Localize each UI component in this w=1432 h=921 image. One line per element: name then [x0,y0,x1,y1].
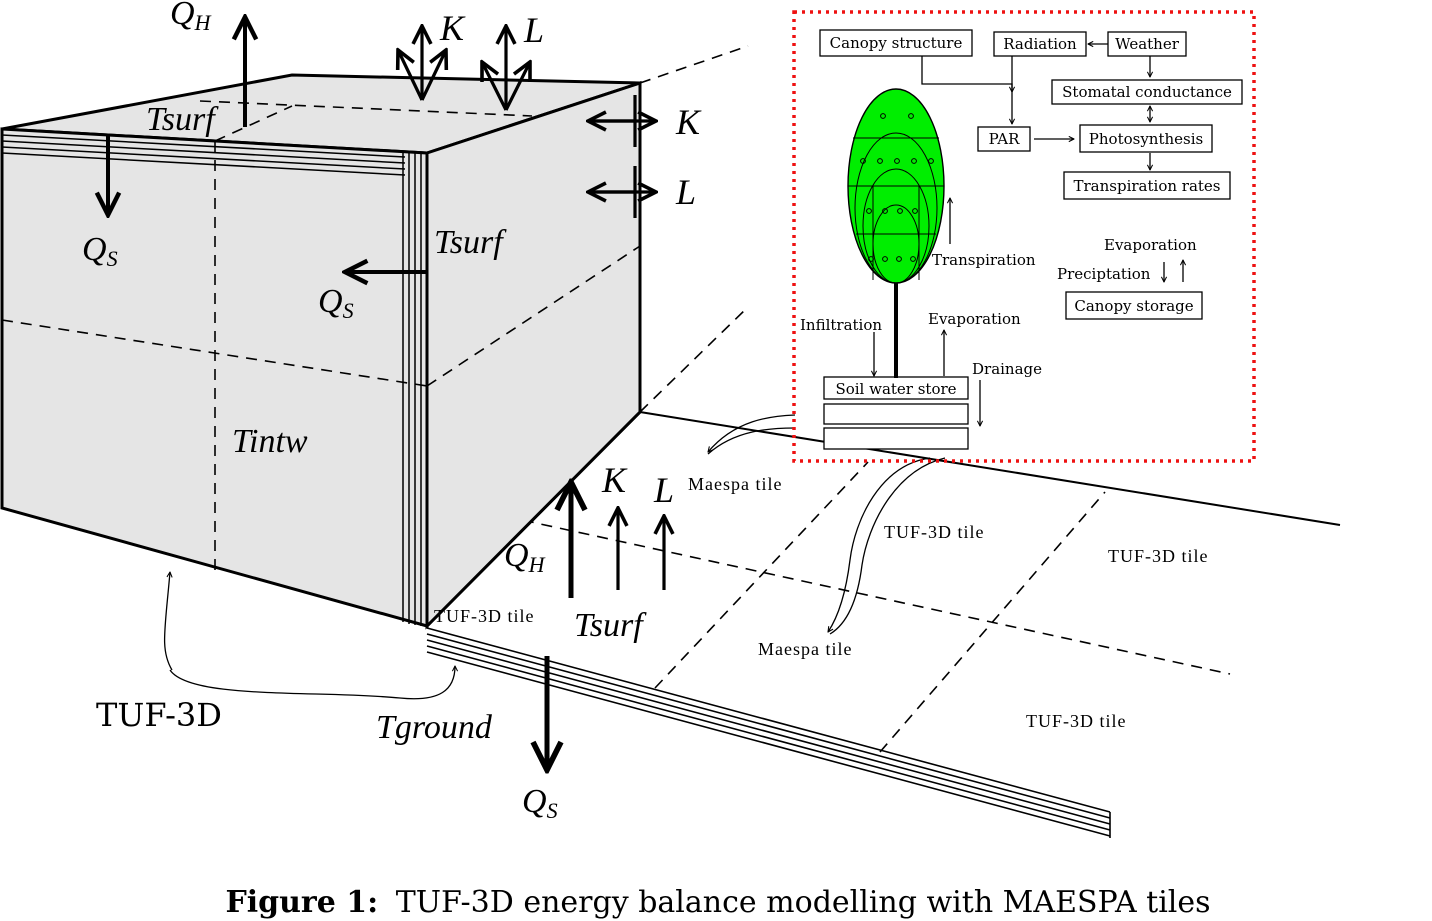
evaporation-canopy-label: Evaporation [1104,236,1197,254]
k-side-arrows [588,95,656,147]
l-side-label: L [675,172,696,212]
tile-labels: TUF-3D tile TUF-3D tile TUF-3D tile TUF-… [434,474,1209,731]
qs-wall-label: QS [318,283,354,323]
l-roof-arrows [482,26,530,111]
maespa-tile-1-label: Maespa tile [688,474,782,494]
k-top-label: K [439,8,466,48]
maespa-tile-2-label: Maespa tile [758,639,852,659]
tuf3d-brace-label: TUF-3D [96,696,222,734]
k-roof-arrows [398,26,446,101]
weather-label: Weather [1115,35,1180,53]
infiltration-label: Infiltration [800,316,882,334]
tile-3-label: TUF-3D tile [1026,711,1127,731]
soil-layer-2-box [823,403,969,425]
soil-layer-3-box [823,427,969,450]
qs-ground-label: QS [522,783,558,823]
preciptation-label: Preciptation [1057,265,1151,283]
caption-prefix: Figure 1: [225,885,378,920]
tintw-label: Tintw [232,423,308,460]
building-labels: QH K L K L Tsurf Tsurf QS QS Tintw TUF-3… [82,0,702,823]
tile-2-label: TUF-3D tile [1108,546,1209,566]
roof-layers [1,134,406,176]
canopy-storage-label: Canopy storage [1074,297,1193,315]
ground-flux-arrows [547,482,664,770]
photosynthesis-label: Photosynthesis [1089,130,1203,148]
canopy-tree [847,88,945,378]
tground-label: Tground [376,709,493,746]
photosynthesis-box [1079,124,1213,153]
soil-water-store-label: Soil water store [835,380,956,398]
stomatal-conductance-box [1051,79,1243,105]
canopy-storage-box [1065,291,1203,320]
radiation-label: Radiation [1003,35,1077,53]
maespa-connectors [874,44,1183,426]
par-label: PAR [989,130,1021,148]
building-side-wall [425,80,642,630]
tile-corner-label: TUF-3D tile [434,606,535,626]
maespa-panel: Canopy structure Radiation Weather Stoma… [792,10,1256,463]
par-box [977,126,1031,152]
radiation-box [993,31,1087,57]
maespa-panel-border [792,10,1256,463]
crown-leaf-points [860,113,934,262]
building-grid-dashes [1,45,749,570]
wall-layers [402,152,422,626]
stomatal-conductance-label: Stomatal conductance [1062,83,1232,101]
tsurf-wall-label: Tsurf [434,224,507,261]
transpiration-label: Transpiration [932,251,1036,269]
crown-layers [848,132,944,284]
k-ground-label: K [601,460,628,500]
qh-top-label: QH [170,0,212,35]
l-ground-label: L [653,470,674,510]
evaporation-soil-label: Evaporation [928,310,1021,328]
tsurf-ground-label: Tsurf [574,607,647,644]
transpiration-rates-label: Transpiration rates [1074,177,1221,195]
weather-box [1107,31,1187,57]
transpiration-rates-box [1063,171,1231,200]
building-flux-arrows [108,17,656,272]
ground-layers [426,627,1111,838]
figure-caption: Figure 1: TUF-3D energy balance modellin… [225,885,1210,920]
brace-pointers [163,414,946,700]
qs-roof-label: QS [82,231,118,271]
drainage-label: Drainage [972,360,1042,378]
k-side-label: K [675,102,702,142]
caption-text: TUF-3D energy balance modelling with MAE… [396,885,1211,920]
tsurf-roof-label: Tsurf [146,101,219,138]
l-side-arrows [588,166,656,218]
qh-ground-label: QH [504,537,546,577]
canopy-structure-box [819,29,973,57]
canopy-structure-label: Canopy structure [830,34,963,52]
tile-1-label: TUF-3D tile [884,522,985,542]
l-top-label: L [523,10,544,50]
building-block [0,45,749,630]
